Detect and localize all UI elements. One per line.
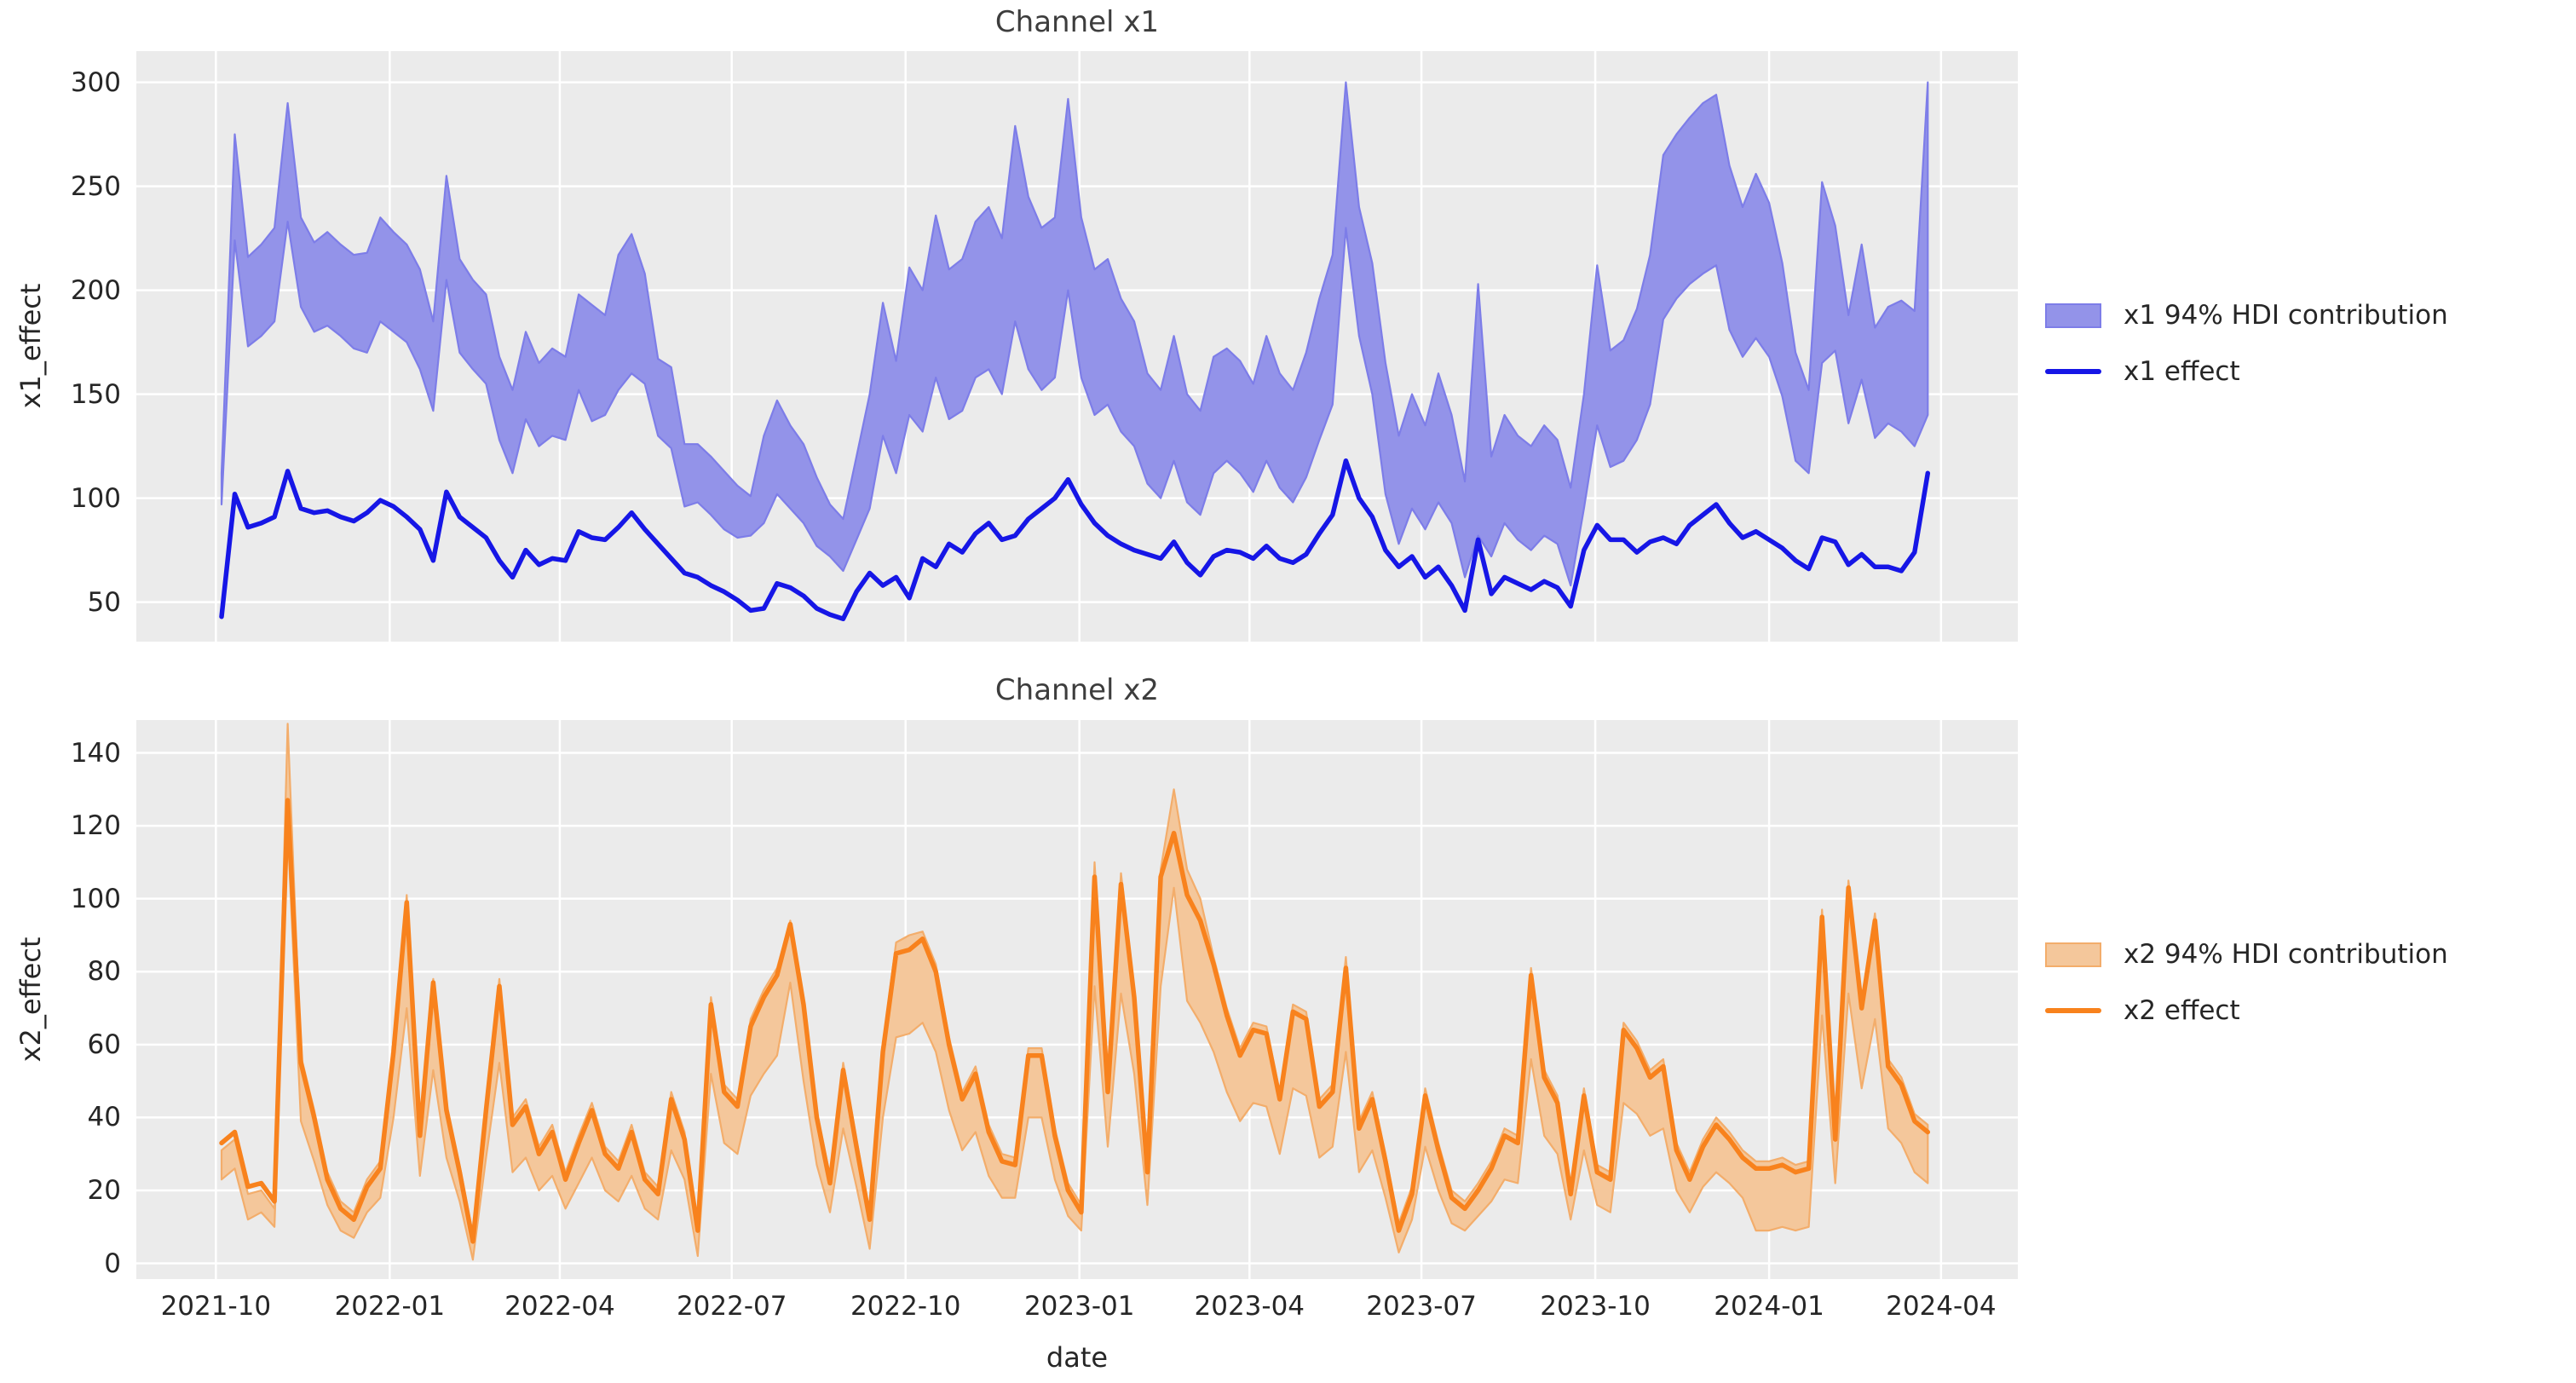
legend-label: x2 94% HDI contribution — [2124, 939, 2448, 970]
x1_effect-hdi-band-area — [220, 81, 1929, 587]
legend-label: x1 effect — [2124, 356, 2240, 387]
x-tick-label: 2023-07 — [1366, 1291, 1477, 1322]
x2-hdi-band-swatch — [2045, 942, 2101, 967]
x2_effect-line — [219, 798, 1931, 1244]
axes-background — [136, 720, 2018, 1279]
plot-title-x2: Channel x2 — [994, 673, 1160, 707]
y-tick-label: 20 — [87, 1175, 121, 1207]
x-tick-label: 2022-10 — [850, 1291, 961, 1322]
x-tick-label: 2024-01 — [1714, 1291, 1824, 1322]
x-tick-label: 2023-04 — [1194, 1291, 1305, 1322]
x-tick-label: 2021-10 — [160, 1291, 272, 1322]
x-tick-label: 2022-01 — [334, 1291, 446, 1322]
x1-effect-line-swatch — [2045, 369, 2101, 374]
y-tick-label: 200 — [70, 274, 121, 306]
y-tick-label: 0 — [104, 1248, 121, 1279]
x-tick-label: 2024-04 — [1886, 1291, 1997, 1322]
plot-title-x1: Channel x1 — [994, 5, 1160, 39]
x-tick-label: 2023-10 — [1540, 1291, 1651, 1322]
y-tick-label: 100 — [70, 482, 121, 514]
x2-plot-svg — [136, 720, 2018, 1279]
legend-label: x2 effect — [2124, 995, 2240, 1026]
legend-x1-line: x1 effect — [2045, 356, 2240, 387]
y-tick-label: 80 — [87, 956, 121, 988]
x1-plot-svg — [136, 51, 2018, 642]
x-tick-label: 2022-04 — [504, 1291, 615, 1322]
x1_effect-line — [219, 458, 1931, 621]
legend-x2-line: x2 effect — [2045, 995, 2240, 1026]
y-tick-label: 120 — [70, 810, 121, 842]
x-tick-label: 2023-01 — [1023, 1291, 1135, 1322]
legend-label: x1 94% HDI contribution — [2124, 300, 2448, 331]
y-tick-label: 40 — [87, 1102, 121, 1133]
y-tick-label: 140 — [70, 737, 121, 769]
legend-x1-band: x1 94% HDI contribution — [2045, 300, 2448, 331]
y-tick-label: 300 — [70, 66, 121, 98]
y-tick-label: 100 — [70, 883, 121, 914]
y-tick-label: 60 — [87, 1029, 121, 1060]
x2-effect-line-swatch — [2045, 1008, 2101, 1013]
y-tick-label: 250 — [70, 170, 121, 202]
x1-hdi-band-swatch — [2045, 303, 2101, 328]
x-axis-label: date — [1046, 1341, 1109, 1374]
legend-x2-band: x2 94% HDI contribution — [2045, 939, 2448, 970]
y-tick-label: 50 — [87, 586, 121, 618]
y-tick-label: 150 — [70, 378, 121, 410]
x-tick-label: 2022-07 — [676, 1291, 787, 1322]
